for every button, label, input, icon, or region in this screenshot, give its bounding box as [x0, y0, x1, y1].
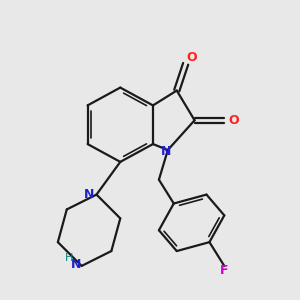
Text: O: O — [228, 114, 238, 127]
Text: O: O — [186, 51, 197, 64]
Text: N: N — [70, 258, 81, 271]
Text: N: N — [84, 188, 94, 201]
Text: N: N — [161, 145, 172, 158]
Text: F: F — [220, 264, 229, 277]
Text: H: H — [65, 253, 73, 262]
